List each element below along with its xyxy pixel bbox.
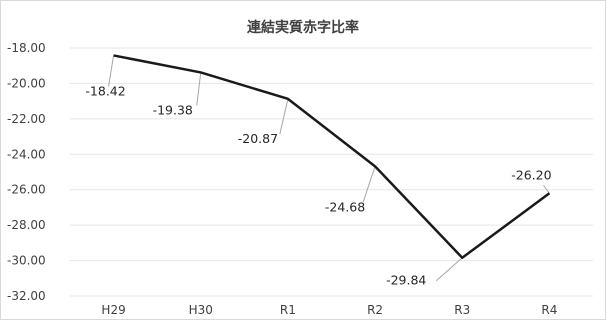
data-label: -18.42 bbox=[85, 83, 125, 98]
data-label: -29.84 bbox=[386, 273, 426, 288]
y-tick-label: -30.00 bbox=[7, 254, 46, 268]
data-label-leader bbox=[362, 166, 376, 203]
y-tick-label: -24.00 bbox=[7, 147, 46, 161]
data-label: -26.20 bbox=[511, 167, 551, 182]
series-line bbox=[113, 54, 551, 259]
data-label: -20.87 bbox=[238, 131, 278, 146]
data-labels: -18.42 -19.38 -20.87 -24.68 -29.84 -26.20 bbox=[85, 83, 551, 287]
y-tick-label: -18.00 bbox=[7, 41, 46, 55]
series-layer bbox=[113, 54, 551, 259]
y-tick-label: -20.00 bbox=[7, 76, 46, 90]
y-tick-label: -26.00 bbox=[7, 183, 46, 197]
x-tick-label: R1 bbox=[280, 303, 296, 317]
y-tick-label: -32.00 bbox=[7, 289, 46, 303]
data-label-leader bbox=[279, 98, 289, 134]
x-axis-tick-labels: H29 H30 R1 R2 R3 R4 bbox=[101, 303, 557, 317]
gridlines bbox=[70, 47, 593, 297]
y-tick-label: -22.00 bbox=[7, 112, 46, 126]
x-tick-label: H30 bbox=[189, 303, 213, 317]
x-tick-label: R3 bbox=[454, 303, 470, 317]
chart-title: 連結実質赤字比率 bbox=[247, 19, 359, 36]
x-tick-label: R4 bbox=[541, 303, 557, 317]
y-tick-label: -28.00 bbox=[7, 218, 46, 232]
data-label: -24.68 bbox=[325, 199, 365, 214]
y-axis-tick-labels: -18.00 -20.00 -22.00 -24.00 -26.00 -28.00 -30.… bbox=[7, 41, 46, 303]
x-tick-label: R2 bbox=[367, 303, 383, 317]
data-label-leader bbox=[435, 257, 463, 282]
data-label-leader bbox=[196, 72, 202, 106]
data-label-leaders bbox=[108, 55, 550, 282]
data-label-leader bbox=[108, 55, 115, 87]
x-tick-label: H29 bbox=[101, 303, 125, 317]
data-label-leader bbox=[543, 184, 550, 194]
data-label: -19.38 bbox=[153, 102, 193, 117]
